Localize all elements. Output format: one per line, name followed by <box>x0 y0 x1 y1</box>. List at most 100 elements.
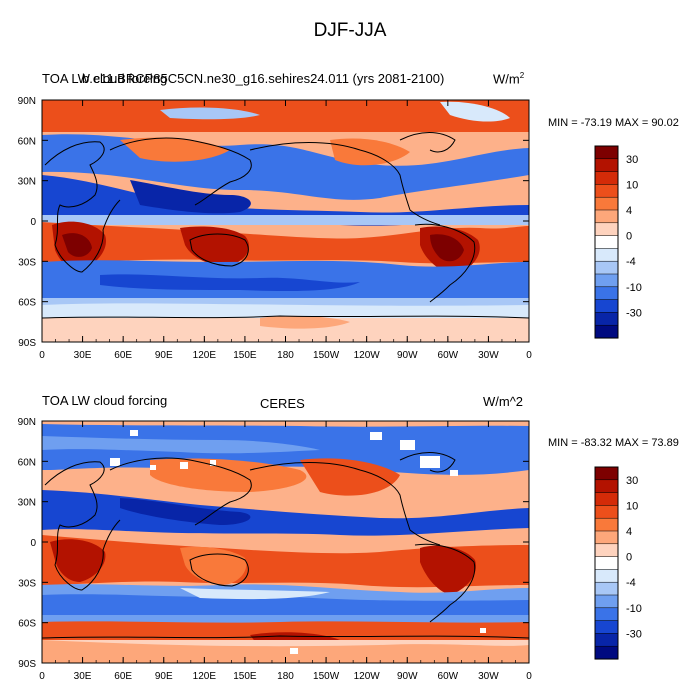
colorbar-segment <box>594 607 619 622</box>
colorbar-tick-label: 30 <box>626 154 638 166</box>
x-tick-label: 30W <box>478 671 499 682</box>
colorbar-segment <box>594 581 619 596</box>
colorbar-segment <box>594 530 619 545</box>
colorbar-segment <box>594 286 619 301</box>
x-tick-label: 30E <box>74 350 92 361</box>
axes-layer: 0 30E 60E 90E 120E 150E 180 150W 120W 90W 60W 30W 09… <box>18 96 533 682</box>
y-tick-label: 30S <box>18 578 36 589</box>
colorbar-segment <box>594 620 619 634</box>
panel1-units: W/m2 <box>493 71 525 87</box>
x-tick-label: 150E <box>233 671 257 682</box>
y-tick-label: 60S <box>18 298 36 309</box>
colorbar-tick-label: 0 <box>626 231 632 243</box>
colorbar-layer: 30 10 4 0 -4 -10 -30 30 10 4 0 -4 -10 -30 <box>594 145 642 660</box>
x-tick-label: 150E <box>233 350 257 361</box>
figure-title: DJF-JJA <box>313 20 387 41</box>
colorbar-segment <box>594 505 619 519</box>
panel1-center-title: b.e11.BRCP85C5CN.ne30_g16.sehires24.011 … <box>82 71 445 86</box>
colorbar-tick-label: -30 <box>626 307 642 319</box>
colorbar-segment <box>594 235 619 249</box>
x-tick-label: 120W <box>354 350 381 361</box>
panel2-left-title: TOA LW cloud forcing <box>42 393 168 408</box>
colorbar-frame <box>594 466 619 660</box>
colorbar-segment <box>594 479 619 494</box>
y-tick-label: 0 <box>30 538 36 549</box>
colorbar-tick-label: 10 <box>626 500 638 512</box>
colorbar-segment <box>594 517 619 532</box>
y-tick-label: 60S <box>18 619 36 630</box>
x-tick-label: 30W <box>478 350 499 361</box>
colorbar-tick-label: 4 <box>626 205 632 217</box>
colorbar-segment <box>594 556 619 570</box>
x-tick-label: 120E <box>193 350 217 361</box>
colorbar-segment <box>594 222 619 237</box>
x-tick-label: 120E <box>193 671 217 682</box>
x-tick-label: 60E <box>114 671 132 682</box>
x-tick-label: 90W <box>397 671 418 682</box>
colorbar-segment <box>594 569 619 583</box>
y-tick-label: 90N <box>18 96 36 107</box>
colorbar-segment <box>594 260 619 275</box>
colorbar-segment <box>594 645 619 660</box>
y-tick-label: 90S <box>18 659 36 670</box>
x-tick-label: 150W <box>313 350 340 361</box>
y-tick-label: 30N <box>18 498 36 509</box>
y-tick-label: 60N <box>18 457 36 468</box>
x-tick-label: 0 <box>526 350 532 361</box>
colorbar-segment <box>594 184 619 198</box>
colorbar-segment <box>594 543 619 558</box>
x-tick-label: 180 <box>277 350 294 361</box>
colorbar-segment <box>594 248 619 262</box>
y-tick-label: 30S <box>18 257 36 268</box>
y-tick-label: 90S <box>18 338 36 349</box>
colorbar-tick-label: 10 <box>626 179 638 191</box>
colorbar-segment <box>594 492 619 506</box>
panel2-units: W/m^2 <box>483 394 524 409</box>
colorbar-frame <box>594 145 619 339</box>
x-tick-label: 120W <box>354 671 381 682</box>
panel2-center-title: CERES <box>260 396 305 411</box>
x-tick-label: 90W <box>397 350 418 361</box>
colorbar-tick-label: -10 <box>626 603 642 615</box>
y-tick-label: 60N <box>18 136 36 147</box>
colorbar-segment <box>594 196 619 211</box>
colorbar-tick-label: -30 <box>626 628 642 640</box>
x-tick-label: 180 <box>277 671 294 682</box>
x-tick-label: 30E <box>74 671 92 682</box>
x-tick-label: 0 <box>39 671 45 682</box>
panel2-min-max: MIN = -83.32 MAX = 73.89 <box>548 437 679 449</box>
colorbar-segment <box>594 324 619 339</box>
colorbar-segment <box>594 145 619 160</box>
colorbar-tick-label: -4 <box>626 577 636 589</box>
colorbar-tick-label: 4 <box>626 526 632 538</box>
x-tick-label: 60W <box>438 350 459 361</box>
panel2-map <box>41 420 530 664</box>
panel1-map <box>41 99 530 343</box>
colorbar-tick-label: 0 <box>626 552 632 564</box>
panel1-min-max: MIN = -73.19 MAX = 90.02 <box>548 117 679 129</box>
colorbar-segment <box>594 158 619 173</box>
panel1-left-title: TOA LW cloud forcing <box>42 71 168 86</box>
x-tick-label: 60E <box>114 350 132 361</box>
x-tick-label: 0 <box>39 350 45 361</box>
colorbar-segment <box>594 273 619 288</box>
colorbar-segment <box>594 209 619 224</box>
x-tick-label: 150W <box>313 671 340 682</box>
x-tick-label: 60W <box>438 671 459 682</box>
colorbar-segment <box>594 466 619 481</box>
y-tick-label: 0 <box>30 217 36 228</box>
y-tick-label: 30N <box>18 177 36 188</box>
colorbar-segment <box>594 594 619 609</box>
colorbar-tick-label: -10 <box>626 282 642 294</box>
colorbar-tick-label: 30 <box>626 475 638 487</box>
colorbar-segment <box>594 171 619 185</box>
colorbar-segment <box>594 299 619 313</box>
x-tick-label: 90E <box>155 350 173 361</box>
colorbar-tick-label: -4 <box>626 256 636 268</box>
x-tick-label: 0 <box>526 671 532 682</box>
colorbar-segment <box>594 312 619 326</box>
x-tick-label: 90E <box>155 671 173 682</box>
y-tick-label: 90N <box>18 417 36 428</box>
colorbar-segment <box>594 633 619 647</box>
